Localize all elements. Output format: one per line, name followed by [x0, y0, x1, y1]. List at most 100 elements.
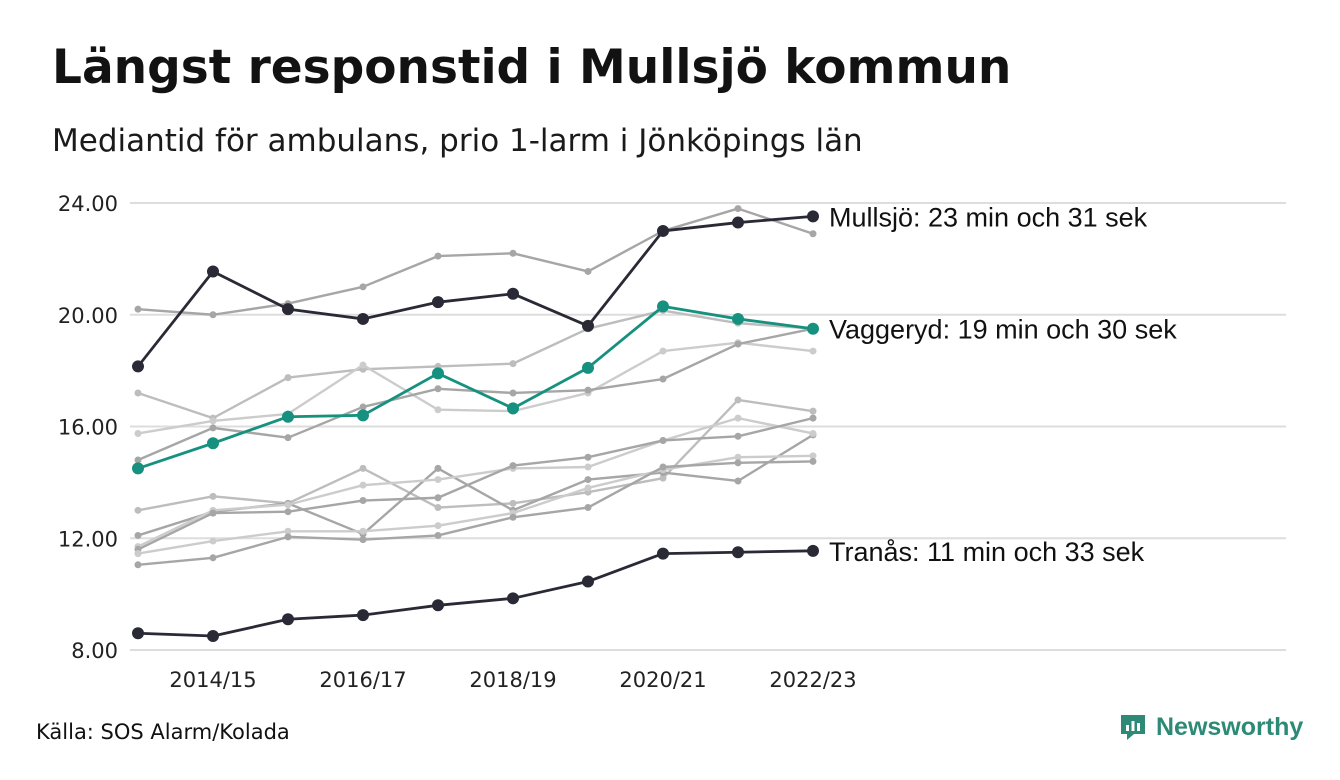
series-vaggeryd-point: [807, 322, 819, 335]
background-series-3-point: [134, 429, 142, 437]
background-series-3-line: [136, 341, 815, 435]
background-series-4-point: [509, 389, 517, 397]
background-series-5-point: [809, 407, 817, 415]
x-axis-ticks: 2014/15 2016/17 2018/19 2020/21 2022/23: [169, 668, 856, 692]
background-series-5-point: [509, 499, 517, 507]
chart-title: Längst responstid i Mullsjö kommun: [52, 40, 1012, 95]
background-series-4-point: [659, 375, 667, 383]
series-mullsj--point: [657, 224, 669, 237]
background-series-1-point: [134, 305, 142, 313]
background-series-8-point: [584, 453, 592, 461]
series-tran-s-point: [282, 613, 294, 626]
y-tick-label: 20.00: [58, 304, 118, 328]
series-vaggeryd-point: [432, 367, 444, 380]
background-series-9-point: [734, 453, 742, 461]
source-note: Källa: SOS Alarm/Kolada: [36, 720, 290, 744]
series-tran-s-point: [207, 630, 219, 643]
series-mullsj--point: [807, 210, 819, 223]
background-series-8-line: [136, 416, 815, 551]
background-series-10-point: [209, 554, 217, 562]
background-series-2: [134, 307, 817, 422]
background-series-3-point: [659, 347, 667, 355]
background-series-2-line: [136, 309, 815, 420]
background-series-6: [134, 431, 817, 539]
background-series-8-point: [659, 436, 667, 444]
background-series-1-line: [136, 207, 815, 316]
background-series-9-line: [136, 454, 815, 555]
background-series-4-point: [209, 424, 217, 432]
x-tick-label: 2016/17: [319, 668, 406, 692]
series-vaggeryd-point: [732, 312, 744, 325]
background-series-1-point: [809, 230, 817, 238]
series-tran-s-point: [357, 609, 369, 622]
background-series-10-line: [136, 460, 815, 566]
series-tran-s-point: [807, 544, 819, 557]
background-series-1-point: [509, 249, 517, 257]
series-mullsj-: [132, 210, 819, 373]
x-tick-label: 2014/15: [169, 668, 256, 692]
background-series-3-point: [809, 347, 817, 355]
background-series-4-point: [284, 434, 292, 442]
series-mullsj--point: [282, 303, 294, 316]
background-series-9-point: [284, 527, 292, 535]
series-tran-s-point: [582, 575, 594, 588]
series-tran-s: [132, 544, 819, 643]
y-tick-label: 12.00: [58, 527, 118, 551]
end-label-vaggeryd: Vaggeryd: 19 min och 30 sek: [829, 315, 1177, 345]
x-tick-label: 2022/23: [769, 668, 856, 692]
background-series-5-point: [434, 504, 442, 512]
series-mullsj--point: [432, 296, 444, 309]
background-series-2-point: [509, 360, 517, 368]
series-tran-s-line: [136, 549, 815, 638]
background-series-4-point: [359, 403, 367, 411]
background-series-6-point: [434, 464, 442, 472]
background-series-1-point: [584, 267, 592, 275]
background-series-3-point: [359, 361, 367, 369]
background-series-5-point: [659, 474, 667, 482]
background-series-4-point: [734, 340, 742, 348]
end-label-mullsj-: Mullsjö: 23 min och 31 sek: [829, 202, 1148, 232]
background-series-10-point: [509, 513, 517, 521]
background-series-9-point: [209, 537, 217, 545]
series-tran-s-point: [132, 627, 144, 640]
series-tran-s-point: [732, 546, 744, 559]
series-vaggeryd-point: [132, 462, 144, 475]
series-tran-s-point: [657, 547, 669, 560]
background-series-9-point: [359, 527, 367, 535]
series-tran-s-point: [507, 592, 519, 605]
y-tick-label: 8.00: [71, 639, 118, 663]
background-series-1-point: [359, 283, 367, 291]
background-series-8-point: [209, 509, 217, 517]
background-series-7-line: [136, 416, 815, 548]
y-tick-label: 24.00: [58, 192, 118, 216]
background-series-9-point: [584, 484, 592, 492]
background-series-6-point: [734, 477, 742, 485]
background-series-7-point: [284, 501, 292, 509]
background-series-4-point: [434, 385, 442, 393]
end-labels: Mullsjö: 23 min och 31 sek Vaggeryd: 19 m…: [829, 202, 1177, 566]
series-tran-s-point: [432, 599, 444, 612]
y-tick-label: 16.00: [58, 416, 118, 440]
background-series-6-point: [584, 476, 592, 484]
background-series-1: [134, 205, 817, 319]
background-series-7-point: [584, 463, 592, 471]
series-mullsj--point: [357, 312, 369, 325]
background-series-8-point: [434, 494, 442, 502]
background-series-3-point: [209, 417, 217, 425]
background-series-9: [134, 452, 817, 558]
background-series-10-point: [659, 463, 667, 471]
background-series-9-point: [809, 452, 817, 460]
background-series-4-line: [136, 327, 815, 462]
series-mullsj--point: [582, 319, 594, 332]
background-series-5-line: [136, 398, 815, 512]
series-vaggeryd-point: [282, 410, 294, 423]
series-mullsj--line: [136, 215, 815, 368]
background-series-8-point: [734, 432, 742, 440]
chart-subtitle: Mediantid för ambulans, prio 1-larm i Jö…: [52, 123, 863, 159]
brand[interactable]: Newsworthy: [1118, 712, 1303, 742]
background-series-1-point: [209, 311, 217, 319]
background-series-8-point: [509, 462, 517, 470]
background-series-10: [134, 457, 817, 569]
background-series-5-point: [209, 492, 217, 500]
